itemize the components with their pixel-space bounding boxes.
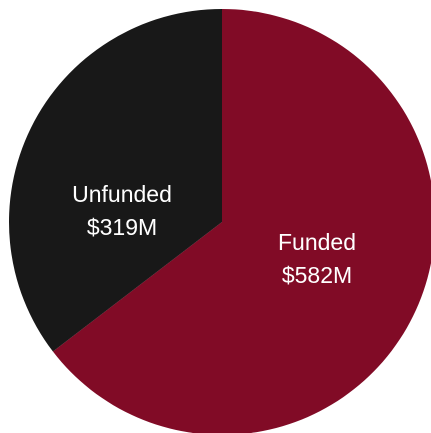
slice-label-unfunded-name: Unfunded — [72, 181, 172, 207]
slice-label-funded-name: Funded — [278, 229, 356, 255]
slice-label-funded-value: $582M — [282, 262, 352, 288]
pie-slices — [8, 9, 431, 433]
pie-slice-funded — [52, 9, 431, 433]
pie-slice-unfunded — [8, 9, 222, 352]
slice-label-unfunded-value: $319M — [87, 214, 157, 240]
pie-labels: Unfunded $319M Funded $582M — [72, 181, 356, 288]
